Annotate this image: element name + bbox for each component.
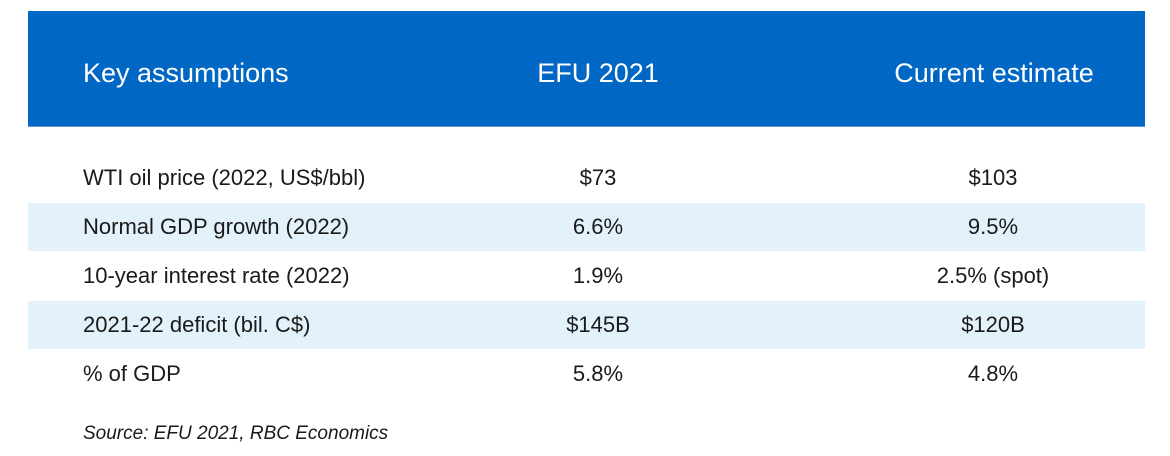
row-label: 2021-22 deficit (bil. C$) [83,312,311,337]
table-row: 2021-22 deficit (bil. C$) $145B $120B [28,301,1145,349]
header-key-assumptions: Key assumptions [83,58,289,88]
row-current-value: $103 [968,165,1018,190]
row-current-value: 9.5% [967,214,1019,239]
row-label: WTI oil price (2022, US$/bbl) [83,165,366,190]
assumptions-table: Key assumptions EFU 2021 Current estimat… [28,11,1145,399]
row-efu-value: 1.9% [572,263,624,288]
table-row: 10-year interest rate (2022) 1.9% 2.5% (… [28,252,1145,300]
table-body: WTI oil price (2022, US$/bbl) $73 $103 N… [28,154,1145,398]
table-row: % of GDP 5.8% 4.8% [28,350,1145,398]
row-current-value: $120B [961,312,1025,337]
row-label: 10-year interest rate (2022) [83,263,350,288]
table-row: Normal GDP growth (2022) 6.6% 9.5% [28,203,1145,251]
row-efu-value: 6.6% [572,214,624,239]
header-current-estimate: Current estimate [894,58,1094,88]
row-label: % of GDP [83,361,181,386]
table-header: Key assumptions EFU 2021 Current estimat… [28,11,1145,127]
source-note: Source: EFU 2021, RBC Economics [83,423,389,444]
table-row: WTI oil price (2022, US$/bbl) $73 $103 [28,154,1145,202]
row-current-value: 2.5% (spot) [936,263,1050,288]
row-label: Normal GDP growth (2022) [83,214,350,239]
row-efu-value: $145B [566,312,630,337]
header-efu-2021: EFU 2021 [537,58,659,88]
row-efu-value: $73 [579,165,617,190]
row-efu-value: 5.8% [572,361,624,386]
row-current-value: 4.8% [967,361,1019,386]
